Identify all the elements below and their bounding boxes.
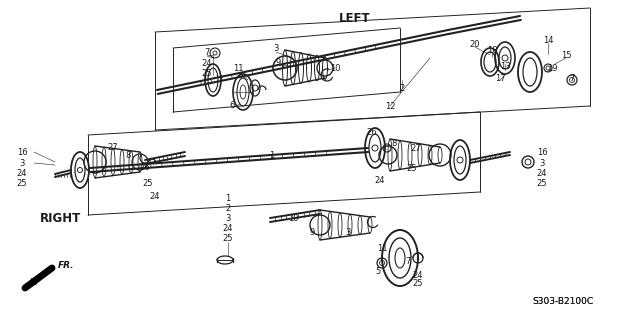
Text: 5: 5 xyxy=(376,268,381,276)
Text: 27: 27 xyxy=(411,143,421,153)
Text: 27: 27 xyxy=(108,142,118,151)
Text: 6: 6 xyxy=(229,100,235,109)
Text: 25: 25 xyxy=(537,179,547,188)
Text: 13: 13 xyxy=(500,61,510,70)
Text: 25: 25 xyxy=(17,179,28,188)
Text: 24: 24 xyxy=(223,223,233,233)
Text: 24: 24 xyxy=(150,191,160,201)
Text: 19: 19 xyxy=(547,63,557,73)
Text: 18: 18 xyxy=(486,45,497,54)
Text: 24: 24 xyxy=(413,270,423,279)
Text: 8: 8 xyxy=(125,150,131,159)
Text: 25: 25 xyxy=(202,68,212,77)
Text: 7: 7 xyxy=(405,258,411,267)
Text: 26: 26 xyxy=(140,163,150,172)
Text: 3: 3 xyxy=(346,228,351,236)
Text: 12: 12 xyxy=(385,101,396,110)
Text: 3: 3 xyxy=(540,158,545,167)
Text: 7: 7 xyxy=(570,74,575,83)
Text: 1: 1 xyxy=(225,194,230,203)
Text: 8: 8 xyxy=(391,139,397,148)
Text: LEFT: LEFT xyxy=(339,12,371,25)
Text: 11: 11 xyxy=(377,244,387,252)
Text: 9: 9 xyxy=(275,58,280,67)
Text: 25: 25 xyxy=(407,164,417,172)
Text: 1: 1 xyxy=(269,150,275,159)
Text: 3: 3 xyxy=(273,44,278,52)
Text: 15: 15 xyxy=(561,51,572,60)
Text: S303-B2100C: S303-B2100C xyxy=(532,298,593,307)
Text: 17: 17 xyxy=(495,74,506,83)
Text: 3: 3 xyxy=(225,213,230,222)
Text: 11: 11 xyxy=(233,63,243,73)
Text: 3: 3 xyxy=(19,158,25,167)
Text: S303-B2100C: S303-B2100C xyxy=(532,298,593,307)
Text: 16: 16 xyxy=(17,148,28,156)
Text: 24: 24 xyxy=(202,59,212,68)
Text: 24: 24 xyxy=(375,175,385,185)
Text: 26: 26 xyxy=(367,127,378,137)
Text: 25: 25 xyxy=(223,234,233,243)
Text: 10: 10 xyxy=(330,63,340,73)
Text: 25: 25 xyxy=(413,279,423,289)
Text: 24: 24 xyxy=(537,169,547,178)
Text: RIGHT: RIGHT xyxy=(40,212,81,225)
Text: 2: 2 xyxy=(225,204,230,212)
Text: 24: 24 xyxy=(17,169,28,178)
Text: 9: 9 xyxy=(309,228,315,236)
Text: 14: 14 xyxy=(543,36,553,44)
Text: 10: 10 xyxy=(288,213,298,222)
Text: FR.: FR. xyxy=(58,260,74,269)
Text: 16: 16 xyxy=(537,148,547,156)
Text: 2: 2 xyxy=(399,84,404,92)
Text: 25: 25 xyxy=(143,179,153,188)
Text: 20: 20 xyxy=(470,39,480,49)
Text: 7: 7 xyxy=(204,47,210,57)
